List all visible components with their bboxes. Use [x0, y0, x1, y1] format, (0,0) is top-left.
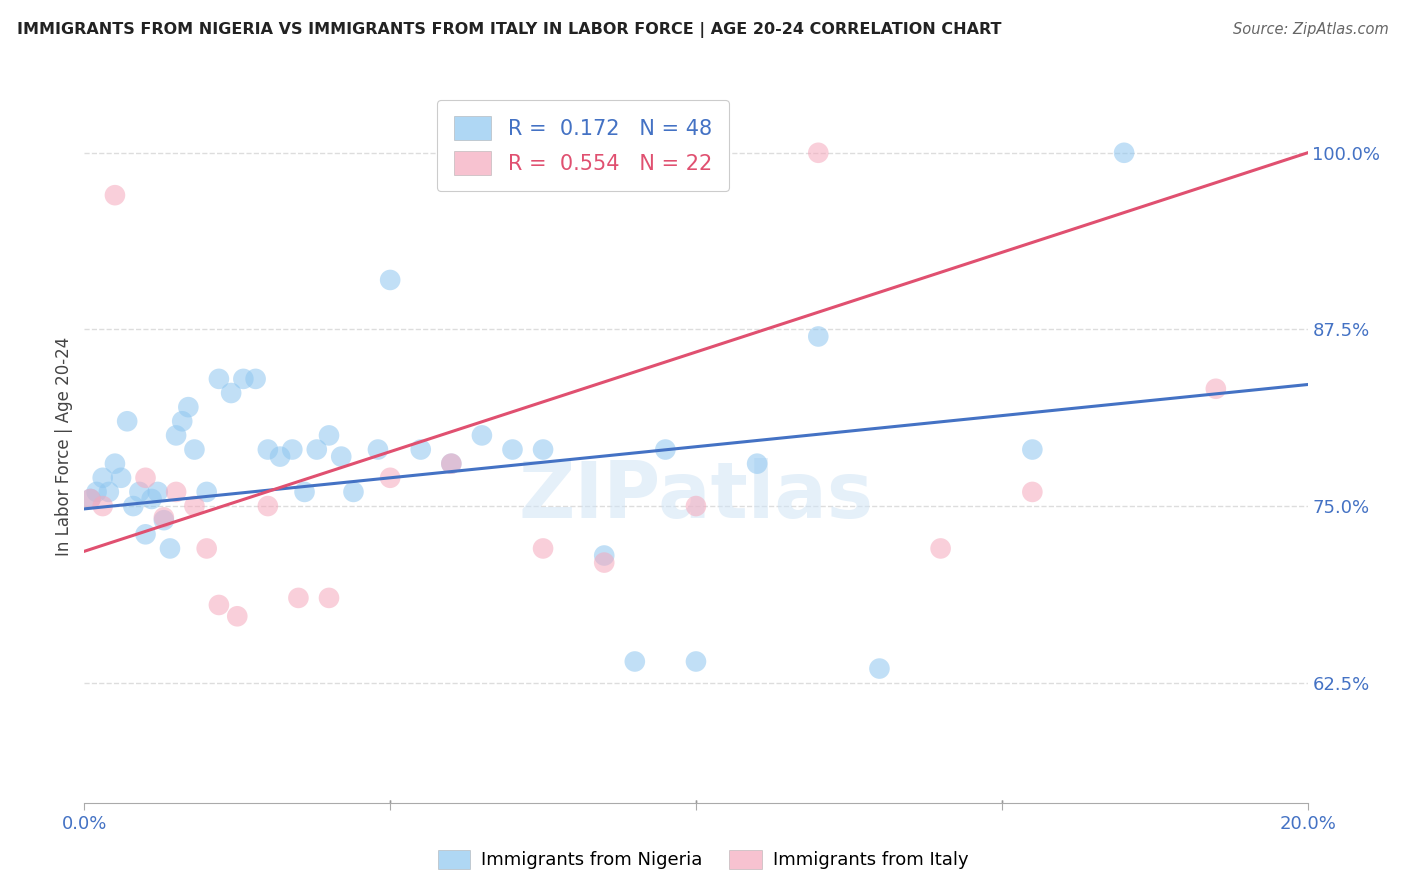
Point: [195, 484, 218, 499]
Point: [471, 428, 494, 442]
Point: [531, 541, 554, 556]
Legend: R =  0.172   N = 48, R =  0.554   N = 22: R = 0.172 N = 48, R = 0.554 N = 22: [437, 100, 730, 192]
Point: [79, 491, 101, 506]
Point: [287, 591, 309, 605]
Point: [257, 499, 280, 513]
Point: [177, 400, 200, 414]
Point: [869, 662, 891, 676]
Point: [440, 457, 463, 471]
Point: [115, 414, 138, 428]
Point: [135, 527, 157, 541]
Y-axis label: In Labor Force | Age 20-24: In Labor Force | Age 20-24: [55, 336, 73, 556]
Point: [122, 499, 145, 513]
Point: [219, 386, 242, 401]
Point: [257, 442, 280, 457]
Point: [183, 499, 205, 513]
Point: [1021, 442, 1043, 457]
Point: [135, 471, 157, 485]
Point: [685, 499, 707, 513]
Point: [97, 484, 120, 499]
Point: [183, 442, 205, 457]
Point: [305, 442, 328, 457]
Point: [208, 598, 231, 612]
Point: [172, 414, 194, 428]
Point: [91, 471, 114, 485]
Point: [929, 541, 952, 556]
Point: [624, 655, 647, 669]
Point: [380, 471, 402, 485]
Point: [807, 329, 830, 343]
Point: [342, 484, 364, 499]
Point: [165, 428, 187, 442]
Point: [1114, 145, 1136, 160]
Point: [86, 484, 108, 499]
Point: [1205, 831, 1227, 846]
Point: [330, 450, 353, 464]
Point: [747, 457, 769, 471]
Point: [226, 609, 249, 624]
Point: [153, 510, 176, 524]
Point: [409, 442, 432, 457]
Point: [593, 549, 616, 563]
Point: [146, 484, 169, 499]
Point: [141, 491, 163, 506]
Text: Source: ZipAtlas.com: Source: ZipAtlas.com: [1233, 22, 1389, 37]
Text: IMMIGRANTS FROM NIGERIA VS IMMIGRANTS FROM ITALY IN LABOR FORCE | AGE 20-24 CORR: IMMIGRANTS FROM NIGERIA VS IMMIGRANTS FR…: [17, 22, 1001, 38]
Point: [367, 442, 389, 457]
Point: [195, 541, 218, 556]
Point: [1205, 382, 1227, 396]
Point: [531, 442, 554, 457]
Point: [79, 491, 101, 506]
Point: [128, 484, 150, 499]
Text: ZIPatlas: ZIPatlas: [519, 458, 873, 534]
Point: [165, 484, 187, 499]
Point: [593, 556, 616, 570]
Point: [1021, 484, 1043, 499]
Point: [807, 145, 830, 160]
Point: [232, 372, 254, 386]
Point: [153, 513, 176, 527]
Point: [685, 655, 707, 669]
Point: [281, 442, 304, 457]
Point: [318, 591, 340, 605]
Legend: Immigrants from Nigeria, Immigrants from Italy: Immigrants from Nigeria, Immigrants from…: [429, 841, 977, 879]
Point: [440, 457, 463, 471]
Point: [110, 471, 132, 485]
Point: [91, 499, 114, 513]
Point: [245, 372, 267, 386]
Point: [104, 457, 127, 471]
Point: [318, 428, 340, 442]
Point: [159, 541, 181, 556]
Point: [294, 484, 316, 499]
Point: [104, 188, 127, 202]
Point: [654, 442, 676, 457]
Point: [208, 372, 231, 386]
Point: [269, 450, 291, 464]
Point: [380, 273, 402, 287]
Point: [502, 442, 524, 457]
